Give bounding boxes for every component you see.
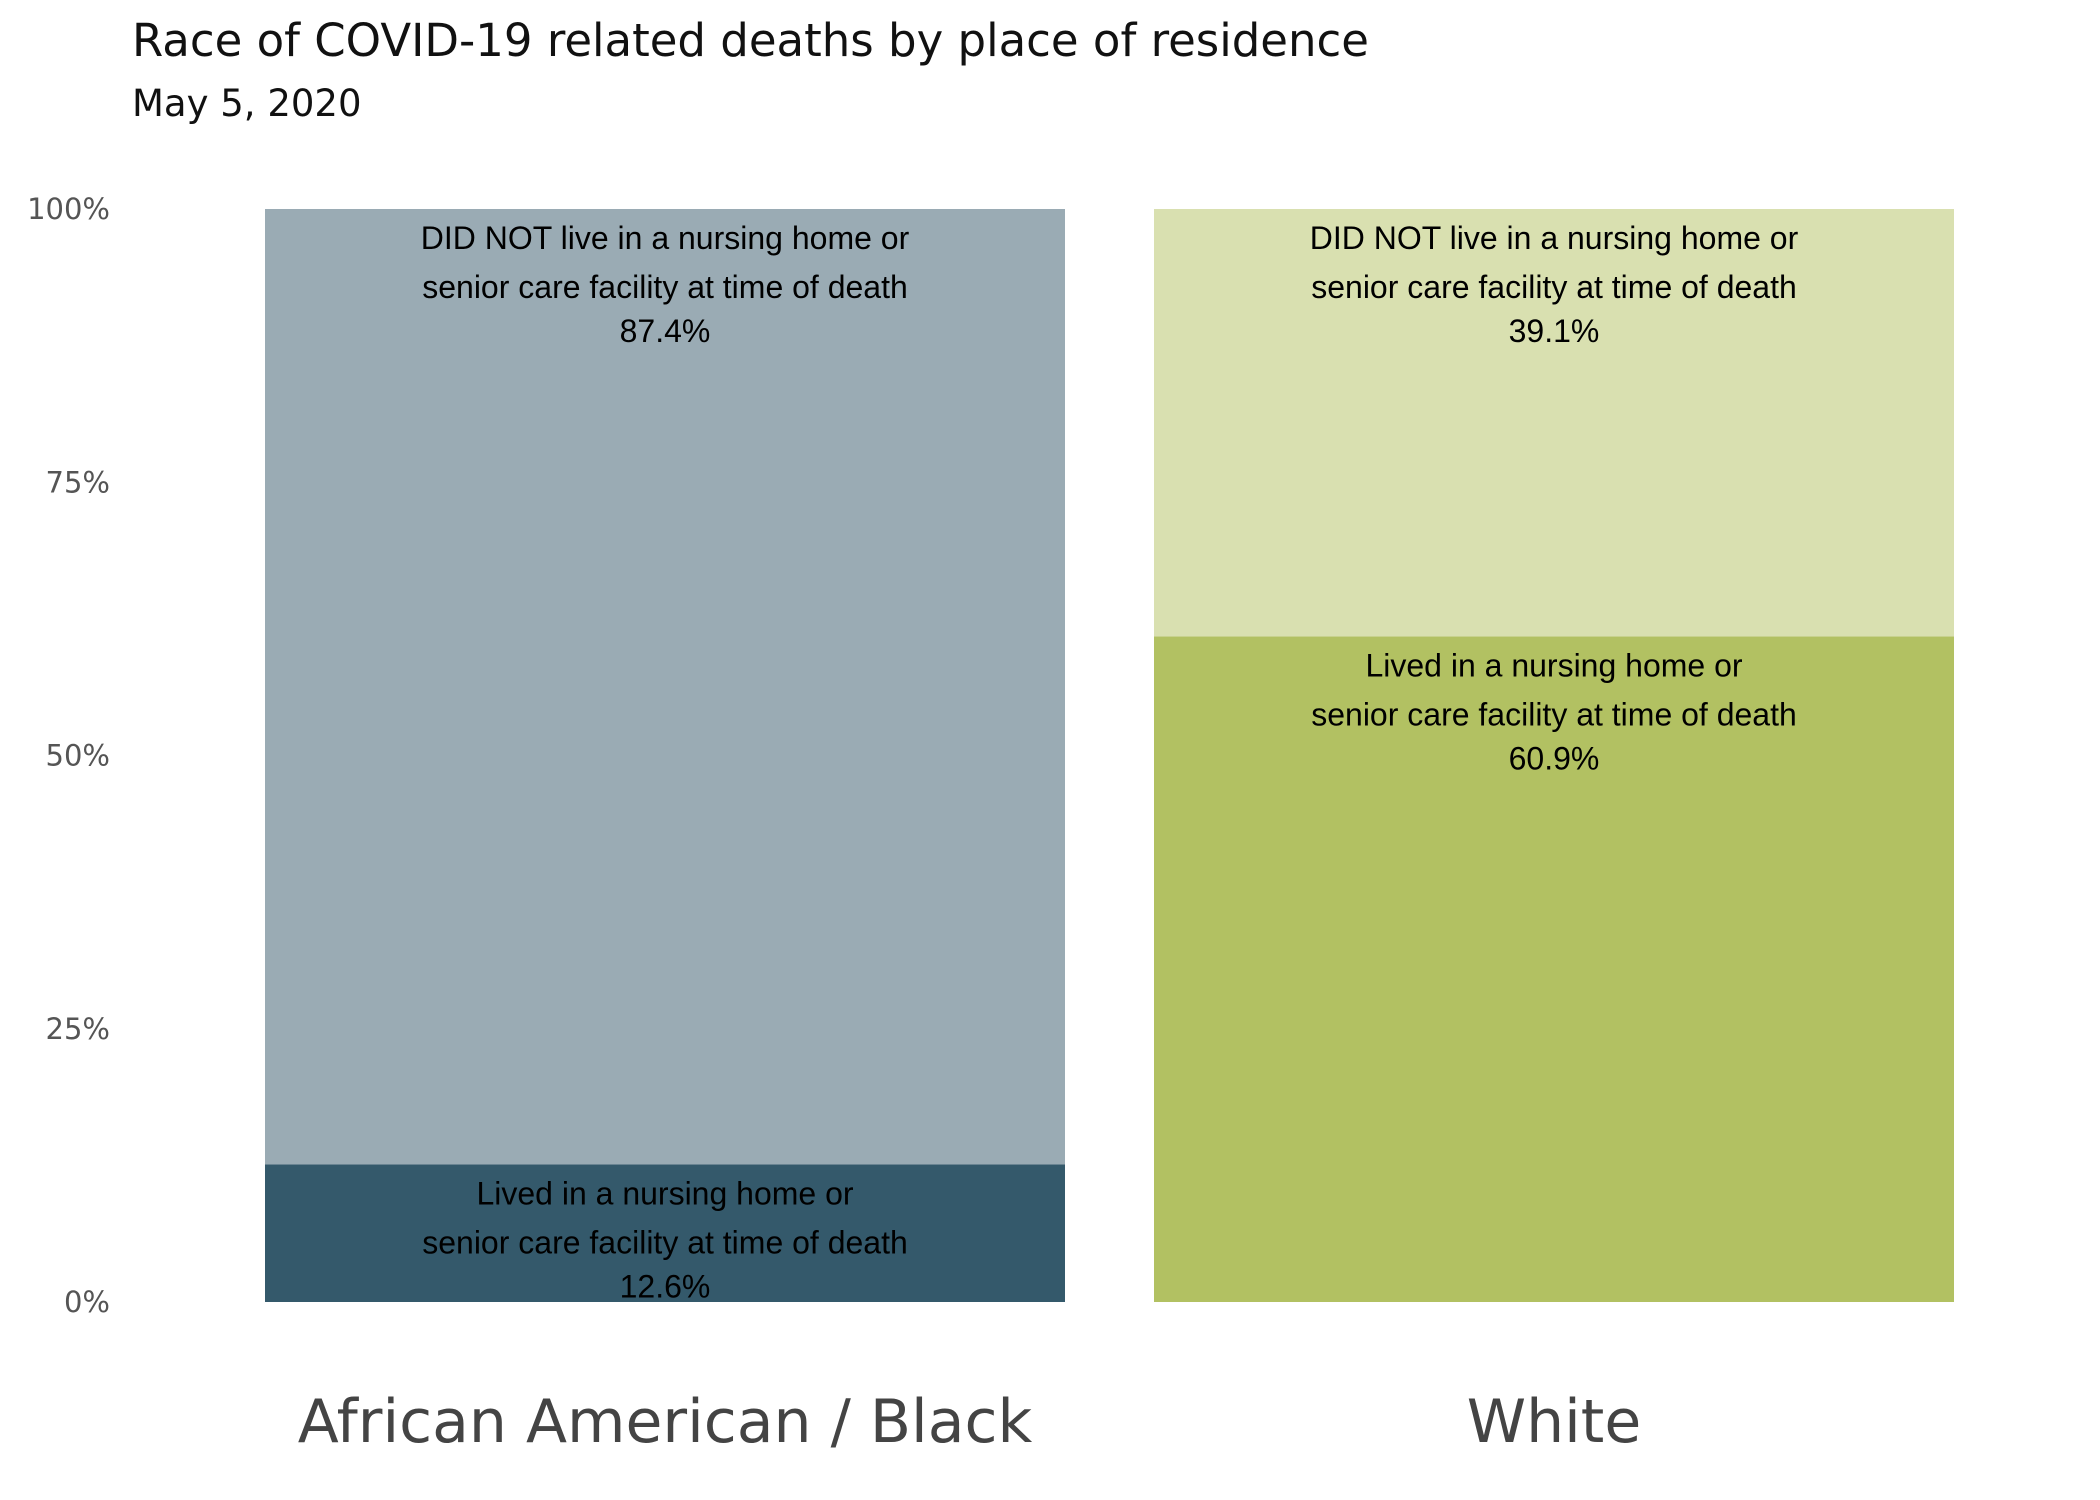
x-category-label: White [1467,1387,1641,1457]
data-label: 12.6% [620,1268,711,1304]
segment-label: Lived in a nursing home or [476,1175,853,1211]
x-category-label: African American / Black [298,1387,1033,1457]
segment-label: DID NOT live in a nursing home or [421,220,910,256]
data-label: 60.9% [1509,740,1600,776]
segment-label: senior care facility at time of death [422,1224,908,1260]
data-label: 87.4% [620,313,711,349]
y-tick-label: 25% [46,1012,110,1046]
segment-label: DID NOT live in a nursing home or [1310,220,1799,256]
data-label: 39.1% [1509,313,1600,349]
y-tick-label: 50% [46,739,110,773]
y-tick-label: 100% [27,192,110,226]
chart-title: Race of COVID-19 related deaths by place… [132,14,1369,67]
y-tick-label: 75% [46,465,110,499]
y-tick-label: 0% [64,1285,110,1319]
bar-segment-not-in-facility [1154,209,1954,637]
bar-segment-lived-in-facility [1154,636,1954,1302]
bar-segment-not-in-facility [265,209,1065,1165]
chart-subtitle: May 5, 2020 [132,82,362,125]
segment-label: senior care facility at time of death [1311,269,1797,305]
bar-segment-lived-in-facility [265,1164,1065,1302]
segment-label: Lived in a nursing home or [1365,647,1742,683]
segment-label: senior care facility at time of death [422,269,908,305]
segment-label: senior care facility at time of death [1311,696,1797,732]
